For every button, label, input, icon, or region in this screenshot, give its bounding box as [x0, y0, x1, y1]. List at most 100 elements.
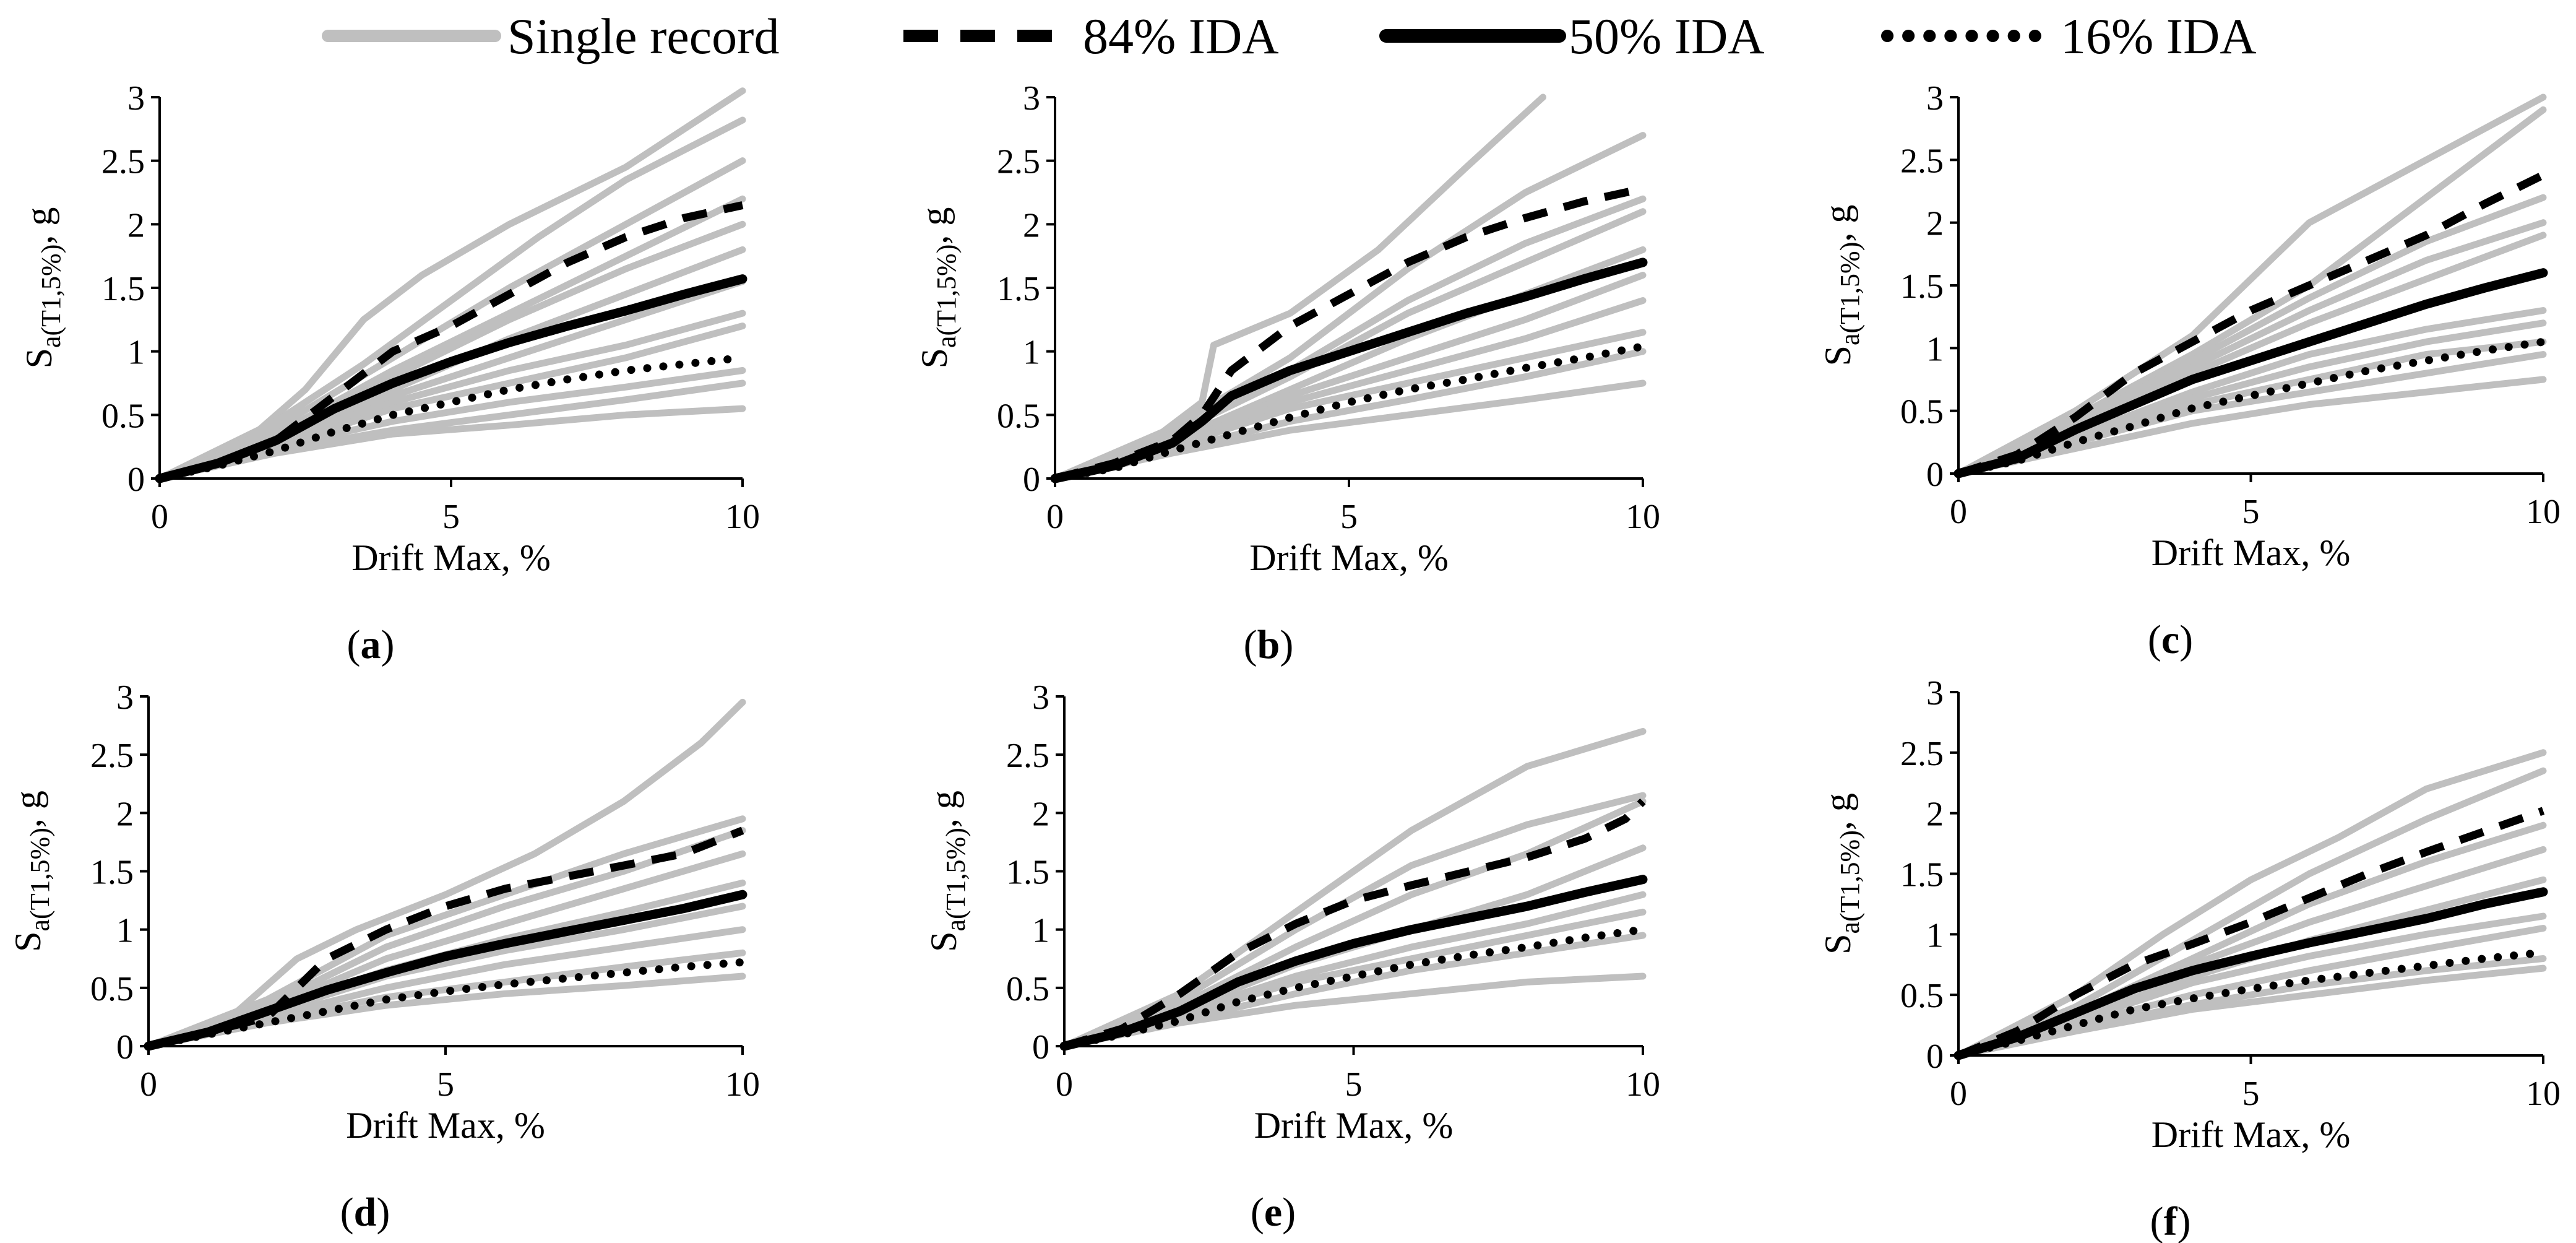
chart-c-x-axis-label: Drift Max, % [2152, 532, 2351, 573]
chart-a-x-tick-label: 5 [442, 498, 460, 536]
chart-d-p84-ida-line [147, 826, 744, 1050]
chart-c-p84-ida-line [1957, 171, 2545, 478]
chart-f-x-tick-label: 5 [2242, 1075, 2260, 1113]
chart-a-single-record-line-2 [156, 116, 746, 482]
chart-b-y-tick-label: 2 [1023, 206, 1040, 245]
chart-f-single-record-line-9 [1955, 964, 2547, 1059]
chart-c-y-tick-label: 0 [1926, 456, 1944, 494]
chart-a-x-axis-label: Drift Max, % [351, 537, 551, 578]
chart-d-y-tick-label: 1 [116, 912, 134, 950]
chart-b-y-tick-label: 0 [1023, 461, 1040, 499]
legend-label-84-ida: 84% IDA [1083, 8, 1279, 64]
chart-a-p16-ida-line [155, 353, 747, 483]
chart-e-y-tick-label: 0 [1032, 1028, 1049, 1067]
chart-panel-e: 0 0.5 1 1.5 2 2.5 3 0 5 10 Drift Max, % Sa(T1,5%), … [923, 678, 1660, 1235]
chart-e-y-tick-label: 3 [1032, 678, 1049, 717]
chart-e-x-axis-label: Drift Max, % [1254, 1105, 1454, 1146]
chart-a-y-tick-label: 3 [127, 79, 145, 118]
chart-d-x-tick-label: 0 [140, 1065, 157, 1104]
chart-b-caption: (b) [1244, 622, 1294, 667]
chart-a-single-record-line-3 [156, 157, 746, 482]
chart-f-x-axis-label: Drift Max, % [2152, 1114, 2351, 1155]
chart-b-y-tick-label: 1.5 [997, 270, 1040, 308]
chart-c-y-tick-label: 2 [1926, 205, 1944, 243]
chart-e-y-axis-label: Sa(T1,5%), g [923, 790, 971, 952]
chart-d-y-axis-label: Sa(T1,5%), g [7, 790, 55, 952]
chart-c-y-tick-label: 1.5 [1900, 267, 1944, 306]
chart-a-single-record-line-5 [156, 220, 746, 482]
chart-f-y-axis-label: Sa(T1,5%), g [1817, 793, 1865, 955]
chart-b-x-tick-label: 10 [1626, 498, 1660, 536]
chart-c-single-record-line-9 [1955, 351, 2547, 477]
chart-d-y-tick-label: 0 [116, 1028, 134, 1067]
chart-e-y-tick-label: 2 [1032, 795, 1049, 833]
legend: Single record 84% IDA 50% IDA 16% IDA [322, 8, 2257, 64]
chart-c-y-axis-label: Sa(T1,5%), g [1817, 205, 1865, 366]
chart-f-y-tick-label: 2.5 [1900, 735, 1944, 773]
chart-a-y-tick-label: 2 [127, 206, 145, 245]
legend-label-16-ida: 16% IDA [2061, 8, 2257, 64]
chart-e-y-tick-label: 1 [1032, 912, 1049, 950]
chart-f-single-record-line-2 [1955, 767, 2547, 1059]
chart-e-y-tick-label: 0.5 [1006, 970, 1049, 1008]
chart-b-single-record-line-4 [1051, 208, 1647, 482]
chart-c-x-tick-label: 5 [2242, 493, 2260, 531]
chart-d-caption: (d) [340, 1190, 390, 1235]
chart-a-y-tick-label: 2.5 [101, 143, 145, 181]
chart-e-x-tick-label: 10 [1626, 1065, 1660, 1104]
chart-e-x-tick-label: 0 [1056, 1065, 1073, 1104]
chart-b-p16-ida-line [1051, 342, 1647, 483]
chart-e-p84-ida-line [1063, 798, 1646, 1050]
chart-a-p50-ida-line [155, 274, 747, 483]
chart-f-y-tick-label: 0 [1926, 1037, 1944, 1076]
chart-f-p16-ida-line [1954, 948, 2548, 1060]
chart-b-x-tick-label: 5 [1340, 498, 1358, 536]
chart-f-y-tick-label: 3 [1926, 674, 1944, 712]
chart-e-caption: (e) [1251, 1190, 1296, 1235]
chart-d-y-tick-label: 2.5 [90, 737, 134, 775]
legend-label-single-record: Single record [507, 8, 779, 64]
chart-c-y-tick-label: 3 [1926, 79, 1944, 118]
chart-c-y-tick-label: 1 [1926, 330, 1944, 368]
chart-e-p16-ida-line [1060, 925, 1647, 1050]
chart-d-single-record-line-2 [145, 815, 746, 1050]
chart-b-single-record-line-2 [1051, 132, 1647, 482]
chart-d-p50-ida-line [144, 890, 747, 1051]
chart-e-y-tick-label: 1.5 [1006, 854, 1049, 892]
chart-d-single-record-line-1 [145, 698, 746, 1050]
chart-b-x-axis-label: Drift Max, % [1249, 537, 1449, 578]
chart-e-p50-ida-line [1059, 875, 1648, 1051]
chart-b-y-axis-label: Sa(T1,5%), g [914, 207, 962, 369]
chart-f-x-tick-label: 0 [1950, 1075, 1967, 1113]
chart-d-y-tick-label: 1.5 [90, 854, 134, 892]
chart-d-x-axis-label: Drift Max, % [346, 1105, 545, 1146]
chart-f-y-tick-label: 1 [1926, 916, 1944, 955]
chart-f-p50-ida-line [1954, 887, 2548, 1060]
chart-b-y-tick-label: 1 [1023, 334, 1040, 372]
chart-panel-d: 0 0.5 1 1.5 2 2.5 3 0 5 10 Drift Max, % Sa(T1,5%), … [7, 678, 760, 1235]
chart-d-y-tick-label: 3 [116, 678, 134, 717]
chart-a-x-tick-label: 0 [151, 498, 168, 536]
chart-d-y-tick-label: 2 [116, 795, 134, 833]
chart-b-y-tick-label: 3 [1023, 79, 1040, 118]
chart-panel-b: 0 0.5 1 1.5 2 2.5 3 0 5 10 Drift Max, % Sa(T1,5%), … [914, 79, 1660, 667]
chart-panel-a: 0 0.5 1 1.5 2 2.5 3 0 5 10 Drift Max, % Sa(T1,5%), … [19, 79, 760, 667]
chart-f-x-tick-label: 10 [2526, 1075, 2561, 1113]
chart-b-p50-ida-line [1050, 258, 1648, 483]
chart-f-caption: (f) [2150, 1199, 2191, 1243]
chart-a-y-tick-label: 0.5 [101, 397, 145, 435]
chart-c-p16-ida-line [1954, 337, 2548, 478]
chart-c-y-tick-label: 0.5 [1900, 393, 1944, 431]
chart-c-caption: (c) [2148, 617, 2193, 662]
chart-c-single-record-line-10 [1955, 376, 2547, 477]
chart-c-p50-ida-line [1954, 268, 2548, 479]
legend-label-50-ida: 50% IDA [1569, 8, 1765, 64]
chart-c-y-tick-label: 2.5 [1900, 142, 1944, 180]
chart-a-y-tick-label: 1 [127, 334, 145, 372]
chart-b-p84-ida-line [1054, 184, 1644, 483]
chart-c-single-record-line-1 [1955, 93, 2547, 477]
chart-a-y-tick-label: 1.5 [101, 270, 145, 308]
chart-panel-c: 0 0.5 1 1.5 2 2.5 3 0 5 10 Drift Max, % Sa(T1,5%), … [1817, 79, 2561, 662]
chart-c-single-record-line-2 [1955, 106, 2547, 477]
chart-a-caption: (a) [347, 622, 395, 667]
